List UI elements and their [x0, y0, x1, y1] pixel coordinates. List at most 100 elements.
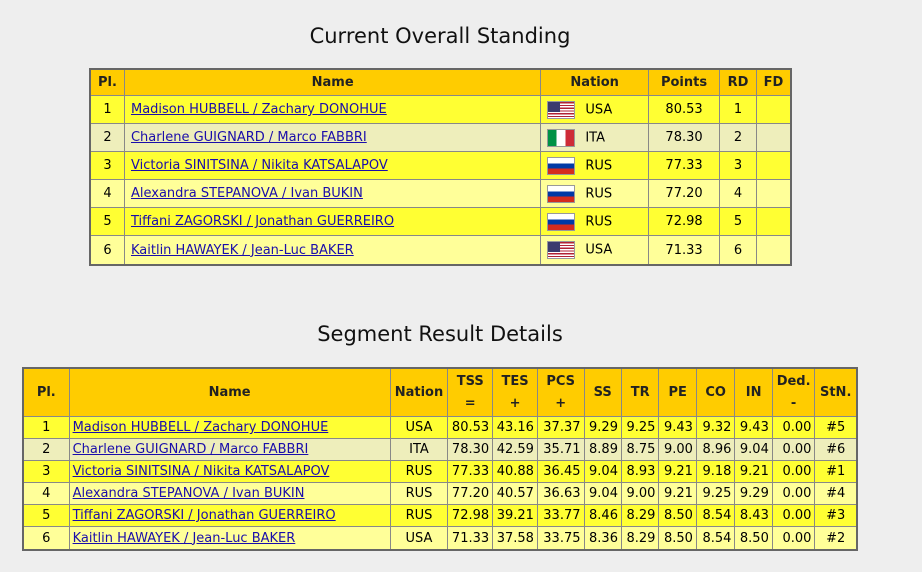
overall-standing-table: Pl. Name Nation Points RD FD 1 Madison H…	[89, 68, 792, 266]
segment-details-table: Pl. Name Nation TSS = TES + PCS + SS TR PE …	[22, 367, 858, 551]
col-header-in: IN	[735, 369, 773, 417]
stn-cell: #3	[815, 505, 856, 527]
ded-cell: 0.00	[772, 417, 816, 439]
in-cell: 8.43	[735, 505, 773, 527]
ss-cell: 9.04	[584, 461, 622, 483]
pcs-cell: 37.37	[537, 417, 585, 439]
col-header-tss: TSS =	[448, 369, 494, 417]
skater-link[interactable]: Victoria SINITSINA / Nikita KATSALAPOV	[72, 464, 330, 479]
tes-cell: 37.58	[493, 527, 538, 549]
col-header-pl: Pl.	[91, 70, 125, 96]
name-cell: Charlene GUIGNARD / Marco FABBRI	[69, 439, 391, 461]
tr-cell: 8.29	[621, 505, 660, 527]
table-row: 6 Kaitlin HAWAYEK / Jean-Luc BAKER USA 7…	[24, 527, 856, 549]
col-header-stn: StN.	[815, 369, 856, 417]
flag-rus-icon	[547, 184, 576, 203]
pe-cell: 9.43	[659, 417, 697, 439]
col-header-pcs: PCS +	[537, 369, 585, 417]
nation-cell: RUS	[541, 152, 650, 180]
pe-cell: 9.21	[659, 461, 697, 483]
points-cell: 78.30	[649, 124, 720, 152]
pl-cell: 3	[91, 152, 125, 180]
pcs-cell: 33.77	[537, 505, 585, 527]
skater-link[interactable]: Victoria SINITSINA / Nikita KATSALAPOV	[130, 158, 388, 173]
name-cell: Kaitlin HAWAYEK / Jean-Luc BAKER	[124, 236, 542, 264]
tes-cell: 39.21	[493, 505, 538, 527]
table-row: 3 Victoria SINITSINA / Nikita KATSALAPOV…	[91, 152, 790, 180]
skater-link[interactable]: Tiffani ZAGORSKI / Jonathan GUERREIRO	[130, 214, 395, 229]
pl-cell: 3	[24, 461, 70, 483]
table-row: 1 Madison HUBBELL / Zachary DONOHUE USA …	[91, 96, 790, 124]
table-row: 1 Madison HUBBELL / Zachary DONOHUE USA …	[24, 417, 856, 439]
nation-cell: ITA	[390, 439, 449, 461]
skater-link[interactable]: Charlene GUIGNARD / Marco FABBRI	[130, 130, 367, 145]
co-cell: 8.96	[696, 439, 736, 461]
skater-link[interactable]: Charlene GUIGNARD / Marco FABBRI	[72, 442, 309, 457]
nation-cell: RUS	[541, 180, 650, 208]
skater-link[interactable]: Alexandra STEPANOVA / Ivan BUKIN	[72, 486, 305, 501]
pe-cell: 9.21	[659, 483, 697, 505]
points-cell: 72.98	[649, 208, 720, 236]
ded-cell: 0.00	[772, 483, 816, 505]
rd-cell: 6	[720, 236, 757, 264]
tss-cell: 80.53	[448, 417, 494, 439]
name-cell: Tiffani ZAGORSKI / Jonathan GUERREIRO	[69, 505, 391, 527]
nation-code: ITA	[585, 130, 605, 145]
nation-code: USA	[585, 102, 613, 117]
stn-cell: #1	[815, 461, 856, 483]
table-row: 6 Kaitlin HAWAYEK / Jean-Luc BAKER USA 7…	[91, 236, 790, 264]
pl-cell: 6	[24, 527, 70, 549]
rd-cell: 5	[720, 208, 757, 236]
fd-cell	[756, 124, 790, 152]
name-cell: Alexandra STEPANOVA / Ivan BUKIN	[124, 180, 542, 208]
nation-code: RUS	[585, 158, 613, 173]
name-cell: Victoria SINITSINA / Nikita KATSALAPOV	[69, 461, 391, 483]
co-cell: 9.18	[696, 461, 736, 483]
pl-cell: 4	[91, 180, 125, 208]
col-header-name: Name	[124, 70, 542, 96]
table-header-row: Pl. Name Nation TSS = TES + PCS + SS TR PE …	[24, 369, 856, 417]
skater-link[interactable]: Tiffani ZAGORSKI / Jonathan GUERREIRO	[72, 508, 336, 523]
tss-cell: 77.33	[448, 461, 494, 483]
co-cell: 8.54	[696, 527, 736, 549]
in-cell: 9.29	[735, 483, 773, 505]
flag-usa-icon	[547, 100, 576, 119]
table-row: 5 Tiffani ZAGORSKI / Jonathan GUERREIRO …	[24, 505, 856, 527]
ded-cell: 0.00	[772, 527, 816, 549]
rd-cell: 3	[720, 152, 757, 180]
col-header-tes: TES +	[493, 369, 538, 417]
pl-cell: 2	[91, 124, 125, 152]
name-cell: Victoria SINITSINA / Nikita KATSALAPOV	[124, 152, 542, 180]
name-cell: Tiffani ZAGORSKI / Jonathan GUERREIRO	[124, 208, 542, 236]
col-header-tr: TR	[621, 369, 660, 417]
in-cell: 9.43	[735, 417, 773, 439]
skater-link[interactable]: Madison HUBBELL / Zachary DONOHUE	[72, 420, 329, 435]
skater-link[interactable]: Kaitlin HAWAYEK / Jean-Luc BAKER	[130, 242, 354, 258]
tr-cell: 8.75	[621, 439, 660, 461]
stn-cell: #2	[815, 527, 856, 549]
skater-link[interactable]: Madison HUBBELL / Zachary DONOHUE	[130, 102, 387, 117]
nation-code: RUS	[585, 186, 613, 201]
col-header-ss: SS	[584, 369, 622, 417]
tes-cell: 42.59	[493, 439, 538, 461]
nation-code: USA	[585, 242, 613, 258]
skater-link[interactable]: Alexandra STEPANOVA / Ivan BUKIN	[130, 186, 363, 201]
flag-ita-icon	[547, 128, 576, 147]
ss-cell: 8.36	[584, 527, 622, 549]
nation-cell: USA	[541, 236, 650, 264]
name-cell: Kaitlin HAWAYEK / Jean-Luc BAKER	[69, 527, 391, 549]
tes-cell: 40.88	[493, 461, 538, 483]
col-header-name: Name	[69, 369, 391, 417]
segment-details-title: Segment Result Details	[317, 322, 563, 346]
col-header-ded: Ded. -	[772, 369, 816, 417]
skater-link[interactable]: Kaitlin HAWAYEK / Jean-Luc BAKER	[72, 530, 296, 546]
pcs-cell: 36.45	[537, 461, 585, 483]
nation-cell: RUS	[541, 208, 650, 236]
nation-cell: RUS	[390, 505, 449, 527]
co-cell: 9.25	[696, 483, 736, 505]
col-header-nation: Nation	[541, 70, 650, 96]
table-row: 2 Charlene GUIGNARD / Marco FABBRI ITA 7…	[24, 439, 856, 461]
points-cell: 77.20	[649, 180, 720, 208]
ss-cell: 9.29	[584, 417, 622, 439]
table-header-row: Pl. Name Nation Points RD FD	[91, 70, 790, 96]
